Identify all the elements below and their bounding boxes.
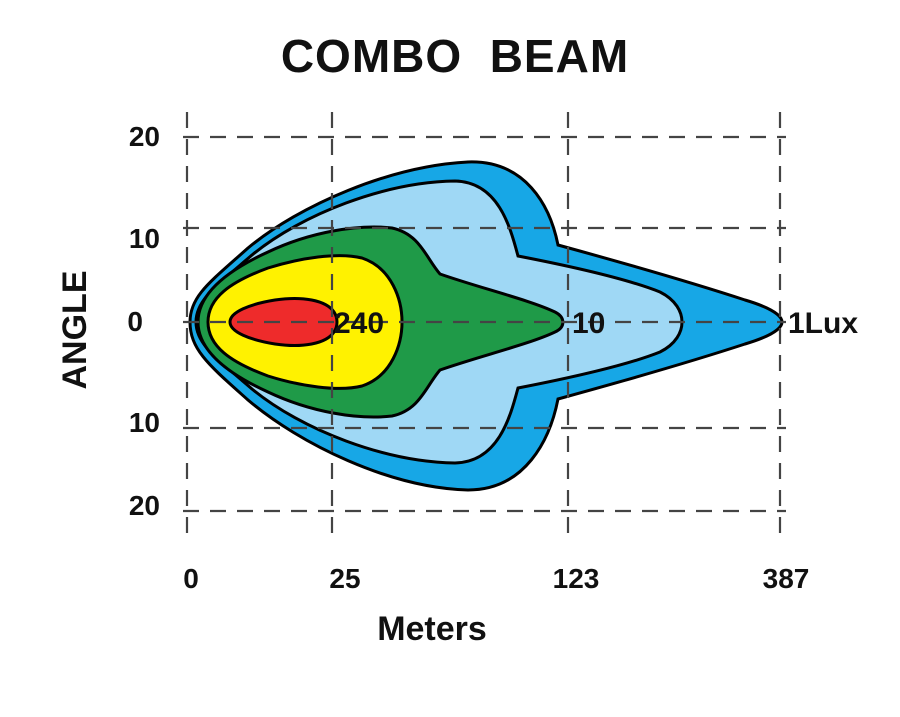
zone-label-10: 10 (572, 307, 605, 340)
y-axis-label: ANGLE (56, 271, 94, 390)
y-tick-label: 0 (127, 306, 143, 337)
zone-label-240: 240 (334, 307, 384, 340)
grid (183, 112, 786, 540)
y-tick-label: 10 (129, 223, 160, 254)
y-tick-label: 10 (129, 407, 160, 438)
chart-title: COMBO BEAM (281, 30, 629, 82)
zone-240 (228, 297, 339, 347)
x-tick-label: 123 (553, 563, 600, 594)
x-tick-label: 25 (329, 563, 360, 594)
x-tick-label: 387 (763, 563, 810, 594)
beam-zones (188, 160, 784, 492)
y-axis-ticks: 20 10 0 10 20 (127, 121, 160, 521)
x-axis-label: Meters (377, 610, 487, 648)
x-axis-ticks: 0 25 123 387 (183, 563, 809, 594)
y-tick-label: 20 (129, 490, 160, 521)
y-tick-label: 20 (129, 121, 160, 152)
x-tick-label: 0 (183, 563, 199, 594)
zone-label-1lux: 1Lux (788, 307, 858, 340)
